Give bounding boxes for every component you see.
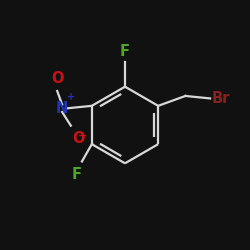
Text: +: + <box>67 92 75 102</box>
Text: O: O <box>51 71 64 86</box>
Text: N: N <box>56 101 68 116</box>
Text: F: F <box>72 167 82 182</box>
Text: F: F <box>120 44 130 59</box>
Text: O: O <box>72 130 85 146</box>
Text: −: − <box>78 130 88 140</box>
Text: Br: Br <box>211 91 230 106</box>
